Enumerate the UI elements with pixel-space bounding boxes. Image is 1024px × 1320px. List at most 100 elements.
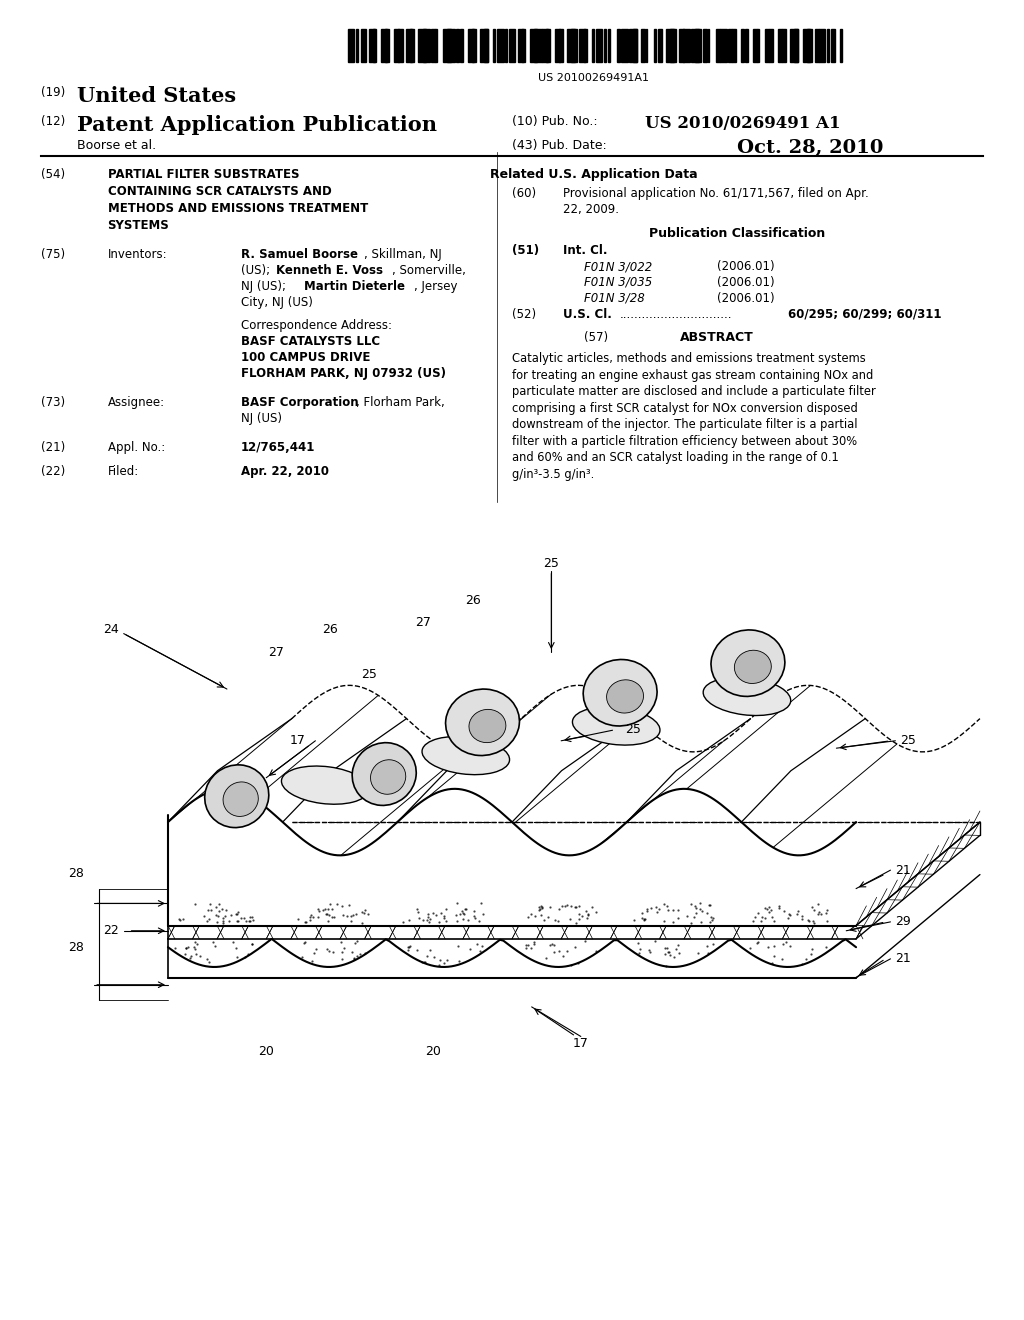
Text: ABSTRACT: ABSTRACT bbox=[680, 331, 754, 345]
Ellipse shape bbox=[352, 743, 416, 805]
Text: 12/765,441: 12/765,441 bbox=[241, 441, 315, 454]
Bar bbox=[567, 29, 574, 62]
Text: F01N 3/28: F01N 3/28 bbox=[584, 292, 644, 305]
Text: filter with a particle filtration efficiency between about 30%: filter with a particle filtration effici… bbox=[512, 436, 857, 447]
Bar bbox=[423, 29, 430, 62]
Ellipse shape bbox=[703, 677, 791, 715]
Text: (57): (57) bbox=[584, 331, 608, 345]
Text: CONTAINING SCR CATALYSTS AND: CONTAINING SCR CATALYSTS AND bbox=[108, 185, 332, 198]
Text: for treating an engine exhaust gas stream containing NOx and: for treating an engine exhaust gas strea… bbox=[512, 368, 873, 381]
Text: (21): (21) bbox=[41, 441, 66, 454]
Text: 26: 26 bbox=[323, 623, 338, 636]
Bar bbox=[381, 29, 387, 62]
Ellipse shape bbox=[711, 630, 784, 697]
Text: (54): (54) bbox=[41, 168, 66, 181]
Ellipse shape bbox=[205, 764, 268, 828]
Text: 27: 27 bbox=[268, 645, 284, 659]
Bar bbox=[831, 29, 836, 62]
Text: , Somerville,: , Somerville, bbox=[392, 264, 466, 277]
Bar bbox=[373, 29, 375, 62]
Bar bbox=[608, 29, 610, 62]
Bar bbox=[509, 29, 515, 62]
Text: Assignee:: Assignee: bbox=[108, 396, 165, 409]
Bar bbox=[641, 29, 645, 62]
Bar bbox=[604, 29, 606, 62]
Bar bbox=[744, 29, 749, 62]
Text: METHODS AND EMISSIONS TREATMENT: METHODS AND EMISSIONS TREATMENT bbox=[108, 202, 368, 215]
Text: United States: United States bbox=[77, 86, 236, 106]
Bar bbox=[456, 29, 460, 62]
Text: 17: 17 bbox=[290, 734, 305, 747]
Bar bbox=[435, 29, 437, 62]
Text: SYSTEMS: SYSTEMS bbox=[108, 219, 169, 232]
Bar bbox=[480, 29, 487, 62]
Ellipse shape bbox=[584, 660, 657, 726]
Bar bbox=[753, 29, 757, 62]
Text: (2006.01): (2006.01) bbox=[717, 292, 774, 305]
Text: 22, 2009.: 22, 2009. bbox=[563, 203, 620, 216]
Bar bbox=[840, 29, 842, 62]
Text: comprising a first SCR catalyst for NOx conversion disposed: comprising a first SCR catalyst for NOx … bbox=[512, 401, 858, 414]
Bar bbox=[596, 29, 602, 62]
Bar bbox=[757, 29, 759, 62]
Text: 28: 28 bbox=[69, 941, 84, 954]
Text: 25: 25 bbox=[900, 734, 916, 747]
Text: 25: 25 bbox=[361, 668, 378, 681]
Bar bbox=[765, 29, 769, 62]
Bar bbox=[769, 29, 773, 62]
Text: (10) Pub. No.:: (10) Pub. No.: bbox=[512, 115, 598, 128]
Bar bbox=[720, 29, 727, 62]
Bar bbox=[419, 29, 426, 62]
Text: 25: 25 bbox=[544, 557, 559, 570]
Text: 28: 28 bbox=[69, 867, 84, 880]
Text: 17: 17 bbox=[572, 1038, 589, 1051]
Ellipse shape bbox=[734, 651, 771, 684]
Bar bbox=[732, 29, 736, 62]
Bar bbox=[584, 29, 586, 62]
Bar bbox=[369, 29, 377, 62]
Text: 26: 26 bbox=[465, 594, 480, 607]
Text: NJ (US);: NJ (US); bbox=[241, 280, 290, 293]
Bar bbox=[629, 29, 637, 62]
Bar bbox=[406, 29, 414, 62]
Bar bbox=[777, 29, 781, 62]
Text: (43) Pub. Date:: (43) Pub. Date: bbox=[512, 139, 607, 152]
Text: (2006.01): (2006.01) bbox=[717, 276, 774, 289]
Bar bbox=[431, 29, 434, 62]
Bar bbox=[571, 29, 577, 62]
Text: , Jersey: , Jersey bbox=[414, 280, 457, 293]
Ellipse shape bbox=[445, 689, 519, 755]
Bar bbox=[795, 29, 798, 62]
Bar bbox=[521, 29, 525, 62]
Bar bbox=[385, 29, 389, 62]
Ellipse shape bbox=[422, 737, 510, 775]
Text: Correspondence Address:: Correspondence Address: bbox=[241, 319, 391, 333]
Text: (60): (60) bbox=[512, 187, 537, 201]
Ellipse shape bbox=[282, 766, 369, 804]
Bar bbox=[411, 29, 412, 62]
Text: US 20100269491A1: US 20100269491A1 bbox=[539, 73, 649, 83]
Text: ..............................: .............................. bbox=[620, 308, 732, 321]
Bar bbox=[815, 29, 818, 62]
Text: downstream of the injector. The particulate filter is a partial: downstream of the injector. The particul… bbox=[512, 418, 857, 432]
Bar bbox=[683, 29, 690, 62]
Bar bbox=[348, 29, 354, 62]
Bar bbox=[393, 29, 399, 62]
Text: Filed:: Filed: bbox=[108, 465, 139, 478]
Text: Martin Dieterle: Martin Dieterle bbox=[304, 280, 406, 293]
Bar bbox=[592, 29, 594, 62]
Bar bbox=[708, 29, 710, 62]
Bar bbox=[671, 29, 676, 62]
Text: Oct. 28, 2010: Oct. 28, 2010 bbox=[737, 139, 884, 157]
Text: U.S. Cl.: U.S. Cl. bbox=[563, 308, 612, 321]
Text: BASF CATALYSTS LLC: BASF CATALYSTS LLC bbox=[241, 335, 380, 348]
Text: Inventors:: Inventors: bbox=[108, 248, 167, 261]
Text: Apr. 22, 2010: Apr. 22, 2010 bbox=[241, 465, 329, 478]
Text: F01N 3/022: F01N 3/022 bbox=[584, 260, 652, 273]
Text: (12): (12) bbox=[41, 115, 66, 128]
Bar bbox=[535, 29, 542, 62]
Ellipse shape bbox=[572, 708, 660, 744]
Bar bbox=[716, 29, 720, 62]
Text: particulate matter are disclosed and include a particulate filter: particulate matter are disclosed and inc… bbox=[512, 385, 876, 399]
Text: PARTIAL FILTER SUBSTRATES: PARTIAL FILTER SUBSTRATES bbox=[108, 168, 299, 181]
